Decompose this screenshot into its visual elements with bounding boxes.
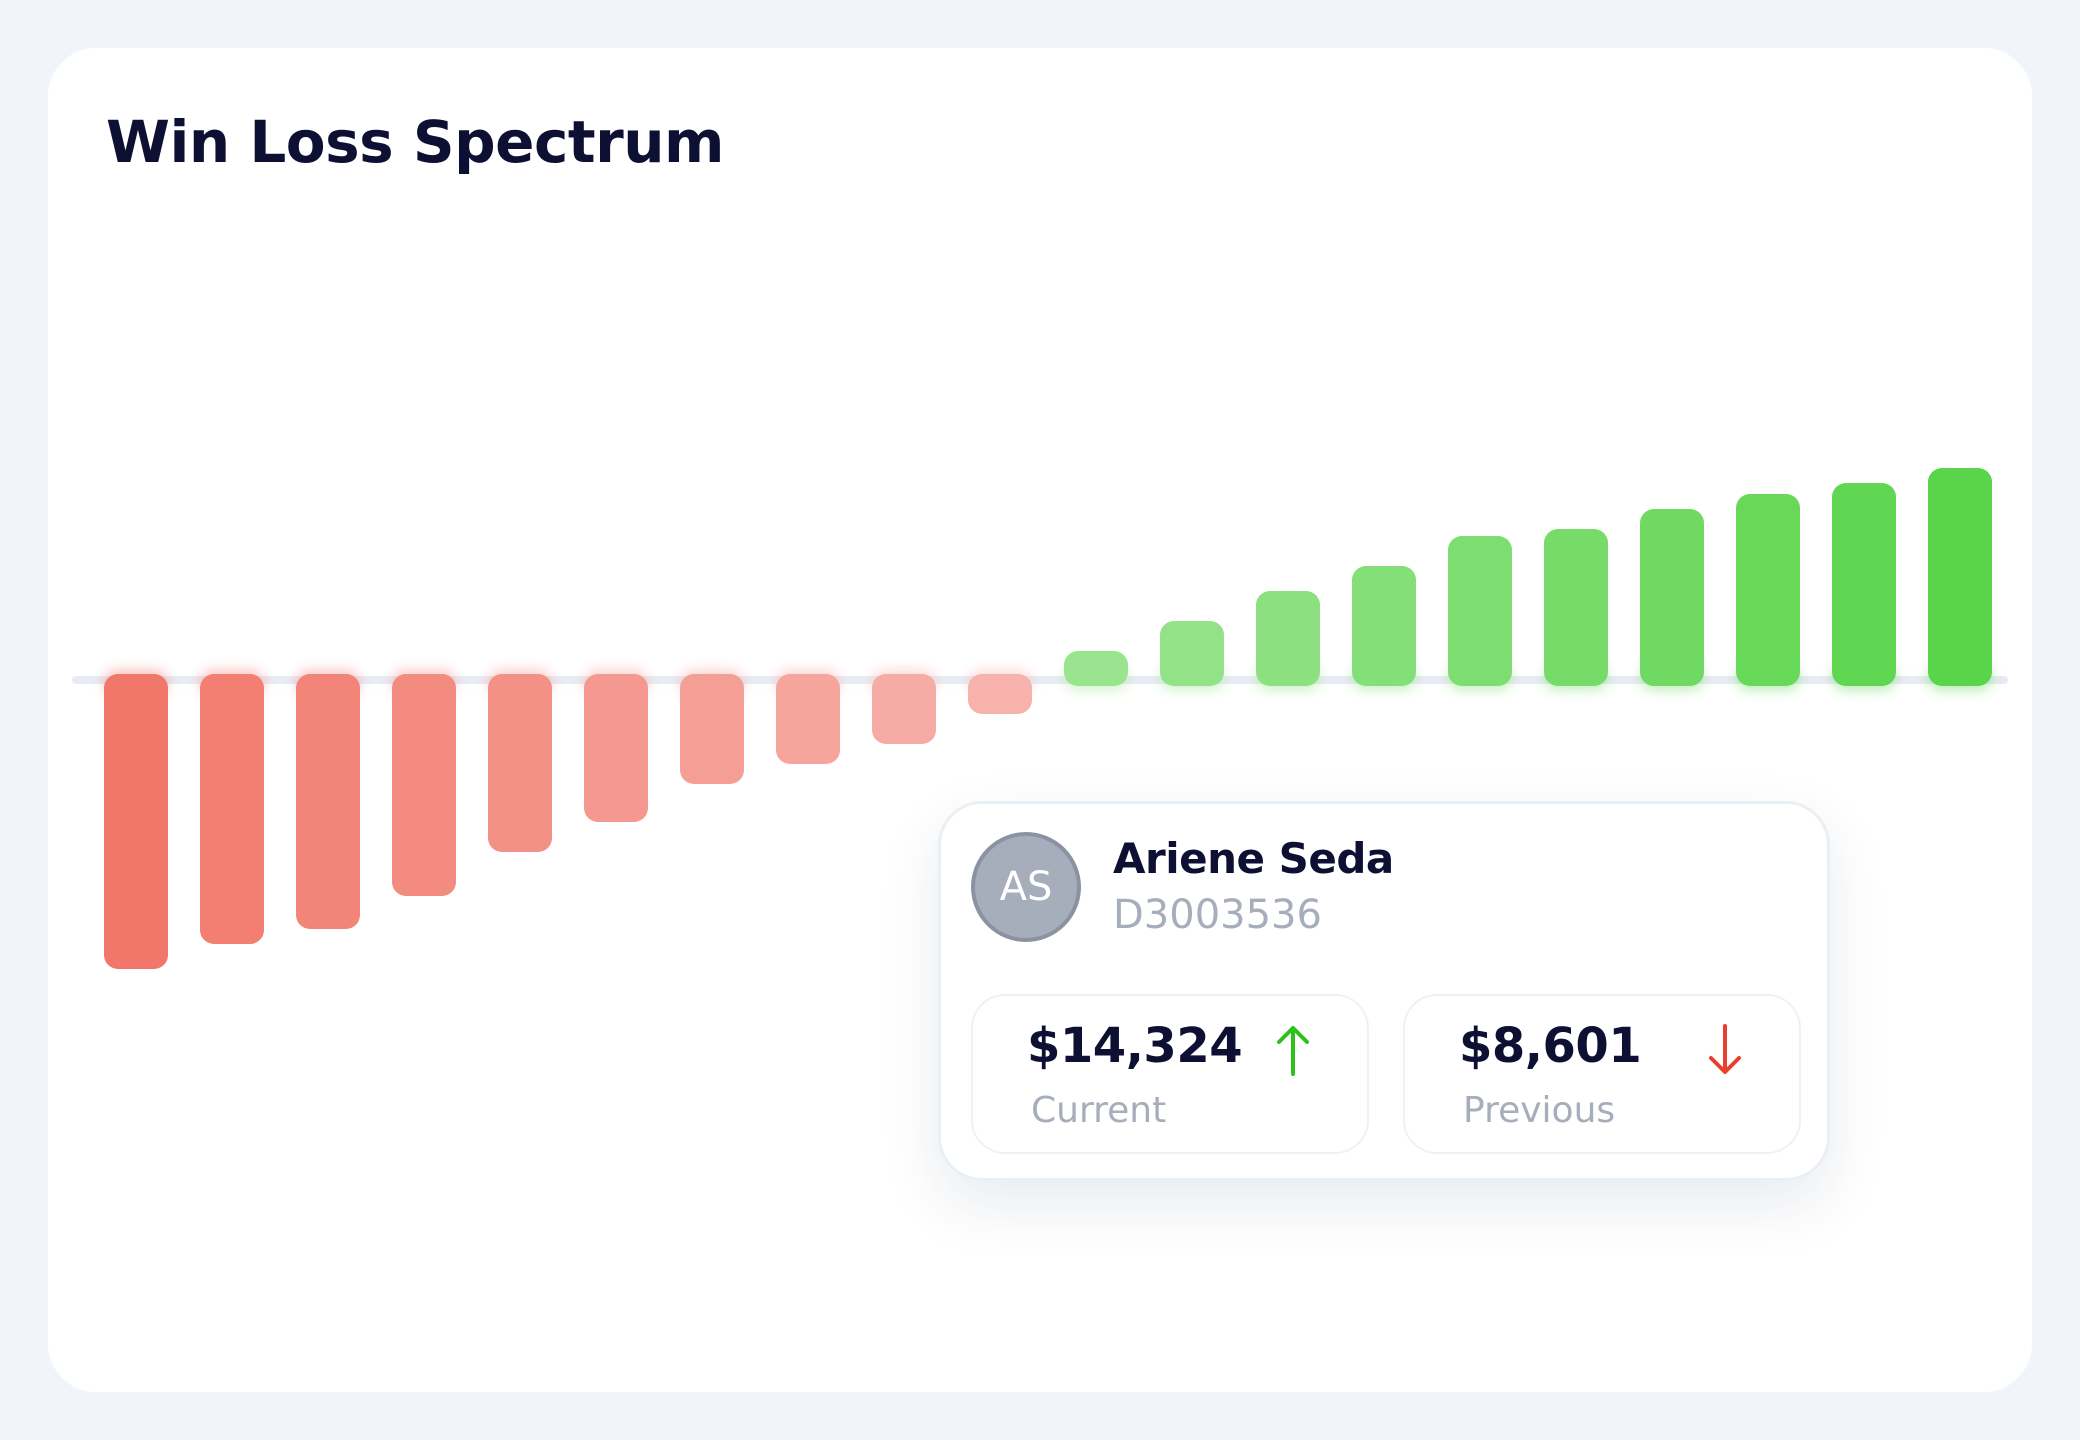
- loss-bar[interactable]: [968, 674, 1032, 714]
- loss-bar[interactable]: [776, 674, 840, 764]
- win-bar[interactable]: [1352, 566, 1416, 686]
- loss-bar[interactable]: [104, 674, 168, 969]
- loss-bar[interactable]: [584, 674, 648, 822]
- avatar-initials: AS: [999, 864, 1053, 910]
- previous-value: $8,601: [1459, 1018, 1642, 1074]
- current-stat-card: $14,324 Current: [971, 994, 1369, 1154]
- previous-stat-card: $8,601 Previous: [1403, 994, 1801, 1154]
- chart-card: Win Loss Spectrum AS Ariene Seda D300353…: [48, 48, 2032, 1392]
- win-bar[interactable]: [1448, 536, 1512, 686]
- win-bar[interactable]: [1064, 651, 1128, 686]
- chart-title: Win Loss Spectrum: [106, 108, 724, 176]
- win-bar[interactable]: [1832, 483, 1896, 686]
- loss-bar[interactable]: [488, 674, 552, 852]
- loss-bar[interactable]: [680, 674, 744, 784]
- employee-name: Ariene Seda: [1113, 834, 1394, 883]
- loss-bar[interactable]: [872, 674, 936, 744]
- win-bar[interactable]: [1160, 621, 1224, 686]
- employee-id: D3003536: [1113, 892, 1322, 938]
- win-bar[interactable]: [1544, 529, 1608, 686]
- loss-bar[interactable]: [200, 674, 264, 944]
- win-bar[interactable]: [1256, 591, 1320, 686]
- loss-bar[interactable]: [392, 674, 456, 896]
- arrow-up-icon: [1277, 1026, 1309, 1076]
- win-loss-chart: [72, 468, 2008, 969]
- win-bar[interactable]: [1736, 494, 1800, 686]
- win-bar[interactable]: [1640, 509, 1704, 686]
- previous-label: Previous: [1463, 1090, 1616, 1131]
- bars-group: [104, 468, 1992, 969]
- win-bar[interactable]: [1928, 468, 1992, 686]
- employee-tooltip: AS Ariene Seda D3003536 $14,324 Current …: [938, 801, 1830, 1181]
- loss-bar[interactable]: [296, 674, 360, 929]
- current-label: Current: [1031, 1090, 1167, 1131]
- current-value: $14,324: [1027, 1018, 1243, 1074]
- arrow-down-icon: [1709, 1024, 1741, 1074]
- avatar: AS: [971, 832, 1081, 942]
